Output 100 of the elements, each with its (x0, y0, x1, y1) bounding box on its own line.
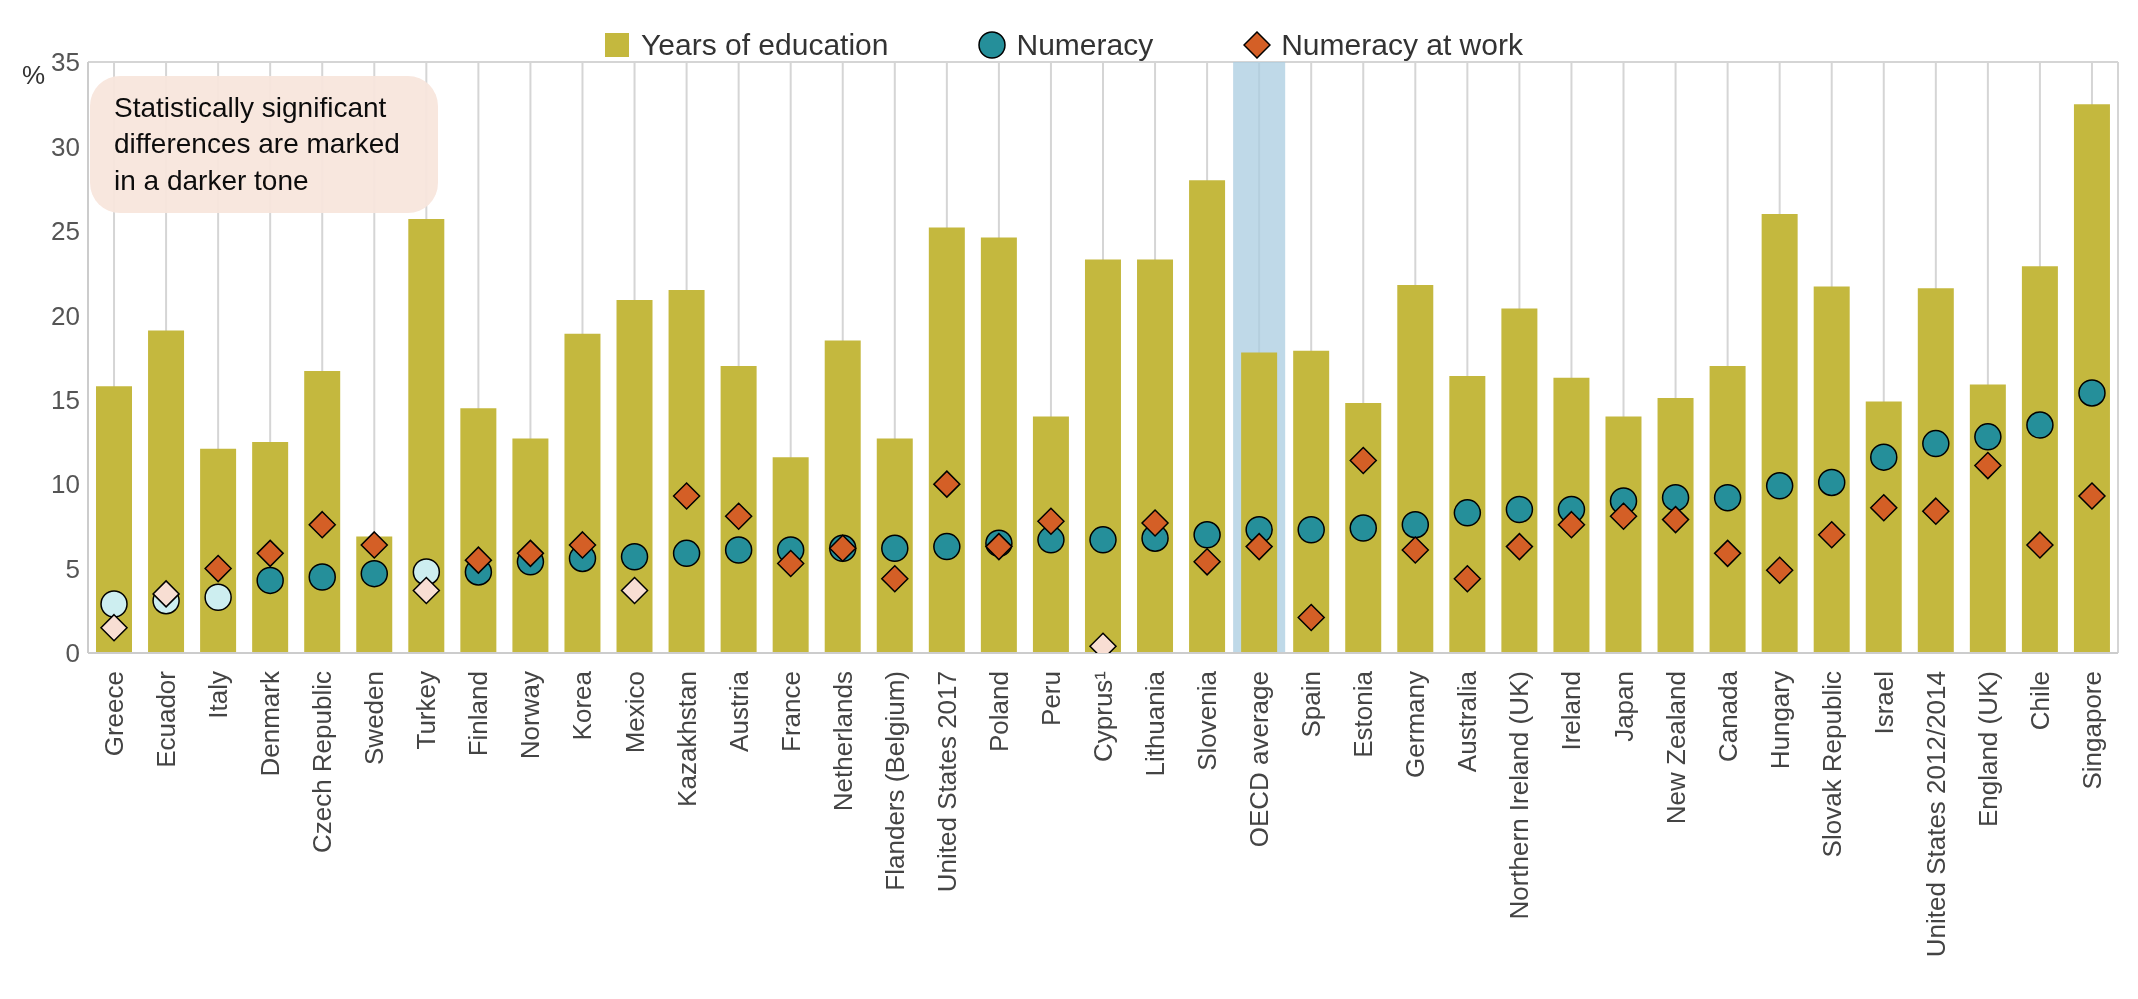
x-tick-label: Australia (1452, 670, 1483, 773)
point (2026, 531, 2054, 559)
x-tick-label: United States 2012/2014 (1920, 671, 1951, 958)
point (412, 576, 441, 605)
bar (980, 237, 1017, 653)
bar (304, 371, 341, 653)
x-tick-label: Denmark (255, 670, 286, 777)
x-tick-label: Norway (515, 671, 546, 760)
point (1765, 472, 1794, 500)
y-tick-label: 30 (51, 131, 80, 162)
x-tick-label: Austria (723, 670, 754, 752)
point (672, 539, 701, 568)
bar (928, 227, 965, 653)
bar (1241, 352, 1278, 653)
bar (148, 330, 185, 653)
y-tick-label: 25 (51, 216, 80, 247)
x-tick-label: Italy (203, 671, 234, 719)
bar (668, 289, 705, 653)
point (1037, 507, 1065, 536)
x-tick-label: Ecuador (151, 670, 182, 768)
point (1089, 526, 1117, 554)
x-tick-label: Estonia (1348, 670, 1379, 758)
point (620, 543, 649, 571)
point (724, 536, 753, 564)
y-tick-label: 5 (65, 553, 80, 584)
bar (1917, 288, 1954, 653)
point (620, 576, 649, 605)
point (1505, 532, 1534, 561)
point (1713, 483, 1742, 512)
point (464, 546, 493, 574)
x-tick-label: Czech Republic (307, 671, 338, 854)
x-tick-label: England (UK) (1972, 671, 2003, 828)
point (256, 566, 284, 595)
point (933, 470, 961, 498)
x-tick-label: Kazakhstan (671, 671, 702, 807)
point (1453, 499, 1482, 527)
bar (2021, 266, 2058, 653)
x-tick-label: Ireland (1556, 671, 1587, 751)
point (1870, 494, 1898, 522)
point (1245, 532, 1273, 561)
point (100, 613, 128, 642)
point (100, 590, 128, 618)
bar (616, 300, 653, 653)
point (724, 502, 753, 530)
bar (460, 408, 497, 653)
point (1505, 495, 1534, 524)
y-tick-label: 20 (51, 300, 80, 331)
legend-label: Numeracy at work (1280, 28, 1523, 62)
point (881, 534, 909, 563)
point (204, 554, 232, 583)
x-tick-label: Lithuania (1140, 670, 1171, 777)
bar (1761, 213, 1798, 653)
x-tick-label: Flanders (Belgium) (879, 671, 910, 891)
point (2078, 482, 2106, 510)
x-tick-label: Sweden (359, 671, 390, 765)
point (1609, 502, 1638, 530)
point (1870, 443, 1898, 471)
x-tick-label: Northern Ireland (UK) (1504, 671, 1535, 920)
bar (564, 333, 601, 653)
y-tick-label: 35 (51, 47, 80, 78)
x-tick-label: Turkey (411, 671, 442, 750)
point (1349, 446, 1378, 475)
point (1713, 539, 1742, 568)
bar (96, 386, 132, 653)
point (2078, 379, 2106, 407)
point (204, 583, 232, 612)
bar (824, 340, 861, 653)
x-tick-label: OECD average (1244, 671, 1275, 848)
x-tick-label: Mexico (619, 671, 650, 754)
point (776, 549, 805, 578)
point (1193, 521, 1221, 549)
point (1974, 451, 2002, 480)
x-tick-label: Japan (1608, 671, 1639, 742)
bar (1501, 308, 1538, 653)
point (1401, 510, 1430, 539)
point (1922, 497, 1950, 525)
y-tick-label: 15 (51, 384, 80, 415)
point (1297, 603, 1325, 632)
x-tick-label: Poland (983, 671, 1014, 752)
y-tick-label: 10 (51, 469, 80, 500)
bar (1137, 259, 1174, 653)
x-tick-label: Slovak Republic (1816, 671, 1847, 858)
x-tick-label: Spain (1296, 671, 1327, 738)
point (881, 564, 909, 593)
point (1557, 510, 1586, 539)
annotation: Statistically significant differences are marked in a darker tone (90, 76, 438, 214)
bar (1293, 350, 1330, 653)
point (1349, 514, 1378, 542)
point (1765, 556, 1794, 585)
x-tick-label: Peru (1035, 671, 1066, 726)
bar (1709, 365, 1746, 653)
bar (1813, 286, 1850, 653)
point (1453, 564, 1482, 593)
bar (512, 438, 549, 653)
x-tick-label: Canada (1712, 670, 1743, 763)
point (360, 531, 389, 559)
x-tick-label: New Zealand (1660, 671, 1691, 825)
bar (2073, 104, 2110, 653)
legend-label: Years of education (640, 28, 889, 62)
bar (1397, 284, 1434, 653)
